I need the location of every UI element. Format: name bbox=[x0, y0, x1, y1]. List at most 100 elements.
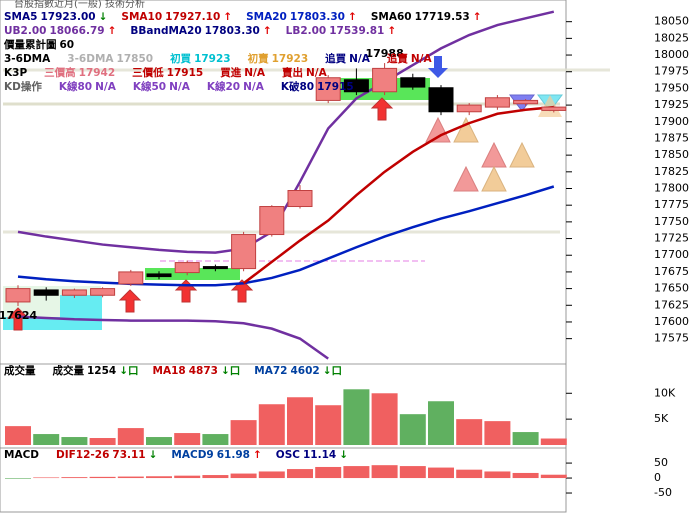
candle-body bbox=[400, 77, 426, 88]
legend-name: SMA5 bbox=[4, 11, 37, 23]
legend-name: 成交量 bbox=[4, 364, 36, 377]
bar bbox=[287, 469, 313, 479]
bar bbox=[399, 414, 426, 445]
bar bbox=[287, 397, 313, 445]
legend-trend: ↑ bbox=[263, 25, 272, 37]
legend-name: MACD bbox=[4, 449, 39, 461]
legend-name: 價量累計圖 bbox=[3, 38, 57, 51]
legend-value: 17923 bbox=[194, 53, 231, 65]
bar bbox=[512, 472, 539, 479]
legend-value: 17803.30 bbox=[290, 11, 345, 23]
legend-value: 17915 bbox=[317, 81, 354, 93]
arrow bbox=[370, 97, 394, 121]
bar bbox=[117, 476, 144, 479]
legend-value: 73.11 bbox=[112, 449, 145, 461]
legend-name: 3-6DMA bbox=[67, 53, 114, 65]
legend-name: KD操作 bbox=[4, 80, 42, 93]
legend-value: N/A bbox=[95, 81, 117, 93]
legend-trend: ↓口 bbox=[221, 365, 240, 377]
bar bbox=[540, 438, 567, 445]
triangle bbox=[481, 165, 507, 192]
bar bbox=[89, 438, 116, 445]
legend-trend: ↓口 bbox=[119, 365, 138, 377]
bar bbox=[371, 393, 398, 445]
candle-body bbox=[315, 77, 341, 101]
legend-name: SMA10 bbox=[121, 11, 162, 23]
candle-body bbox=[484, 97, 510, 108]
y-tick-label: 0 bbox=[654, 471, 661, 484]
legend-value: 61.98 bbox=[217, 449, 250, 461]
legend-name: 三價低 bbox=[132, 66, 164, 79]
annotation: 17624 bbox=[0, 309, 37, 322]
legend-trend: ↓ bbox=[99, 11, 108, 23]
y-tick-label: 17675 bbox=[654, 265, 689, 278]
legend-trend: ↓ bbox=[149, 449, 158, 461]
y-tick-label: 17600 bbox=[654, 315, 689, 328]
candle-body bbox=[146, 273, 172, 278]
legend-value: 4873 bbox=[189, 365, 218, 377]
legend-value: 17719.53 bbox=[415, 11, 470, 23]
y-tick-label: 17750 bbox=[654, 215, 689, 228]
bar bbox=[202, 434, 229, 445]
bar bbox=[315, 405, 342, 445]
legend-trend: ↓口 bbox=[323, 365, 342, 377]
candle-body bbox=[90, 288, 116, 296]
y-tick-label: 17700 bbox=[654, 248, 689, 261]
indicator-line bbox=[242, 105, 554, 285]
legend-value: 60 bbox=[60, 39, 75, 51]
legend-value: N/A bbox=[244, 67, 266, 79]
legend-name: DIF12-26 bbox=[56, 449, 109, 461]
legend-value: 17927.10 bbox=[165, 11, 220, 23]
legend-name: 成交量 bbox=[53, 364, 85, 377]
bar bbox=[371, 465, 398, 479]
bar bbox=[117, 428, 144, 445]
legend-value: N/A bbox=[243, 81, 265, 93]
y-tick-label: 17925 bbox=[654, 98, 689, 111]
annotation: 17988 bbox=[365, 47, 403, 60]
bar bbox=[343, 466, 370, 479]
legend-name: K破80 bbox=[281, 80, 314, 93]
bar bbox=[202, 475, 229, 479]
legend-value: 17923 bbox=[272, 53, 309, 65]
legend-name: K線50 bbox=[133, 80, 166, 93]
bar bbox=[456, 469, 483, 479]
y-tick-label: -50 bbox=[654, 486, 672, 499]
sell-arrow bbox=[428, 56, 448, 78]
legend-name: 追賣 bbox=[387, 52, 408, 65]
bar bbox=[89, 476, 116, 479]
legend-value: 18066.79 bbox=[49, 25, 104, 37]
legend-name: SMA60 bbox=[371, 11, 412, 23]
legend-name: LB2.00 bbox=[286, 25, 327, 37]
legend-name: 三價高 bbox=[44, 66, 76, 79]
bar bbox=[5, 478, 31, 479]
bar bbox=[230, 420, 257, 445]
legend-value: 17915 bbox=[167, 67, 204, 79]
plot-frame bbox=[0, 0, 567, 513]
bar bbox=[61, 477, 88, 479]
candle-body bbox=[174, 262, 200, 274]
y-tick-label: 17775 bbox=[654, 198, 689, 211]
candle-body bbox=[541, 106, 567, 111]
bar bbox=[484, 471, 511, 479]
bar bbox=[33, 434, 60, 445]
bar bbox=[33, 477, 60, 479]
legend-trend: ↑ bbox=[253, 449, 262, 461]
legend-name: UB2.00 bbox=[4, 25, 46, 37]
candle-body bbox=[61, 289, 87, 296]
y-tick-label: 17725 bbox=[654, 232, 689, 245]
y-tick-label: 17875 bbox=[654, 131, 689, 144]
legend-name: MA72 bbox=[254, 365, 287, 377]
bar bbox=[540, 474, 567, 479]
legend-name: MACD9 bbox=[171, 449, 213, 461]
legend-name: 初賣 bbox=[248, 52, 269, 65]
y-tick-label: 17625 bbox=[654, 298, 689, 311]
y-tick-label: 17850 bbox=[654, 148, 689, 161]
legend-trend: ↑ bbox=[387, 25, 396, 37]
legend-value: 1254 bbox=[87, 365, 116, 377]
y-tick-label: 17800 bbox=[654, 182, 689, 195]
legend-value: N/A bbox=[411, 53, 433, 65]
legend-name: SMA20 bbox=[246, 11, 287, 23]
legend-trend: ↑ bbox=[108, 25, 117, 37]
legend-value: 17942 bbox=[79, 67, 116, 79]
